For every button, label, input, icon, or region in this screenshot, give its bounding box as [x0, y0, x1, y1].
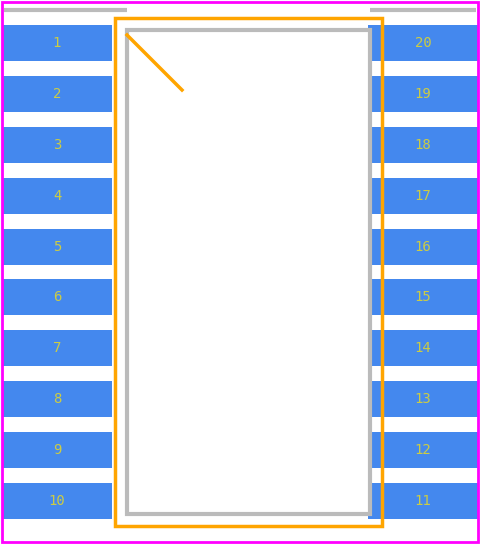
Bar: [368, 228, 478, 264]
Text: 17: 17: [415, 189, 432, 203]
Bar: [2, 381, 112, 417]
Bar: [2, 26, 112, 61]
Bar: [2, 483, 112, 518]
Text: 15: 15: [415, 290, 432, 305]
Bar: [368, 483, 478, 518]
Text: 20: 20: [415, 36, 432, 51]
Text: 5: 5: [53, 239, 61, 254]
Text: 11: 11: [415, 493, 432, 508]
Bar: [127, 30, 370, 514]
Bar: [2, 127, 112, 163]
Bar: [2, 76, 112, 112]
Text: 12: 12: [415, 443, 432, 457]
Text: 9: 9: [53, 443, 61, 457]
Text: 16: 16: [415, 239, 432, 254]
Text: 14: 14: [415, 341, 432, 355]
Bar: [2, 330, 112, 366]
Text: 2: 2: [53, 87, 61, 101]
Bar: [368, 280, 478, 316]
Text: 3: 3: [53, 138, 61, 152]
Text: 8: 8: [53, 392, 61, 406]
Bar: [368, 178, 478, 214]
Bar: [2, 228, 112, 264]
Bar: [2, 432, 112, 468]
Bar: [368, 127, 478, 163]
Bar: [368, 76, 478, 112]
Bar: [115, 18, 382, 526]
Bar: [2, 178, 112, 214]
Bar: [368, 330, 478, 366]
Text: 1: 1: [53, 36, 61, 51]
Bar: [368, 26, 478, 61]
Text: 4: 4: [53, 189, 61, 203]
Text: 7: 7: [53, 341, 61, 355]
Text: 19: 19: [415, 87, 432, 101]
Bar: [368, 432, 478, 468]
Text: 18: 18: [415, 138, 432, 152]
Text: 6: 6: [53, 290, 61, 305]
Bar: [368, 381, 478, 417]
Bar: [2, 280, 112, 316]
Text: 10: 10: [48, 493, 65, 508]
Text: 13: 13: [415, 392, 432, 406]
